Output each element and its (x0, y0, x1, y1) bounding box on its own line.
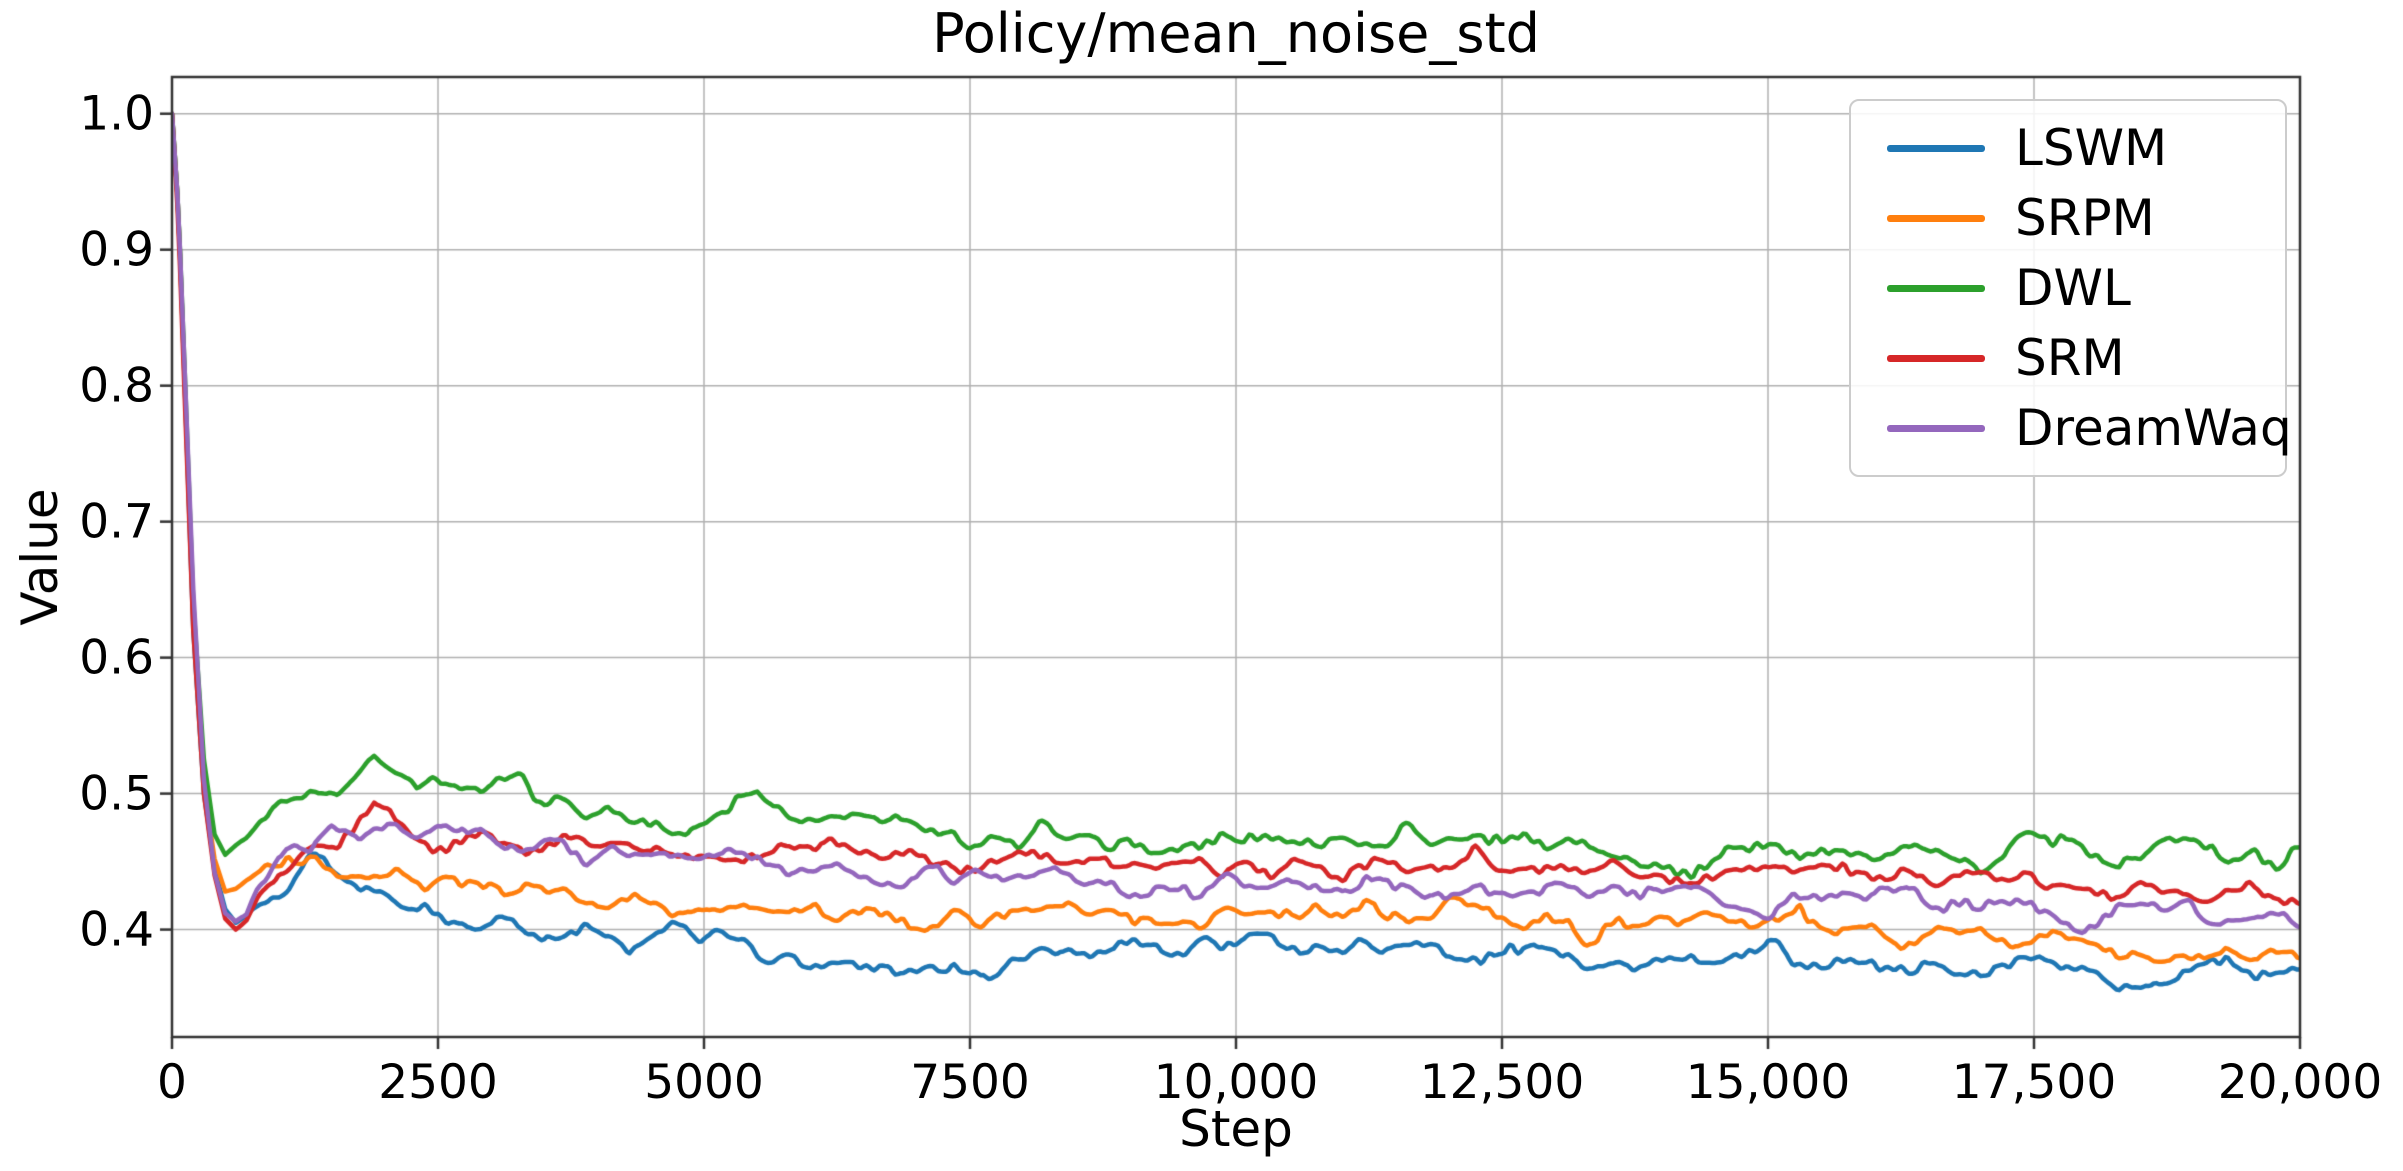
legend-item-dwl: DWL (1851, 253, 2285, 323)
y-tick-label: 1.0 (79, 86, 154, 142)
legend-item-dreamwaq: DreamWaq (1851, 393, 2292, 463)
y-tick-label: 0.4 (79, 902, 154, 958)
x-axis-label: Step (1179, 1100, 1293, 1158)
x-tick-label: 5000 (644, 1055, 764, 1110)
x-tick-label: 7500 (910, 1055, 1030, 1110)
legend-label: SRM (2015, 329, 2125, 387)
y-tick-label: 0.5 (79, 766, 154, 822)
legend-line-swatch (1887, 284, 1985, 292)
legend-item-lswm: LSWM (1851, 113, 2285, 183)
legend-line-swatch (1887, 354, 1985, 362)
y-tick-label: 0.6 (79, 630, 154, 686)
y-axis-label: Value (11, 488, 69, 626)
chart-title: Policy/mean_noise_std (932, 2, 1540, 65)
legend-line-swatch (1887, 424, 1985, 432)
x-tick-label: 2500 (378, 1055, 498, 1110)
y-tick-label: 0.7 (79, 494, 154, 550)
legend-label: SRPM (2015, 189, 2155, 247)
legend-line-swatch (1887, 214, 1985, 222)
x-tick-label: 0 (157, 1055, 187, 1110)
x-tick-label: 12,500 (1419, 1055, 1585, 1110)
legend-label: DWL (2015, 259, 2131, 317)
y-tick-label: 0.9 (79, 222, 154, 278)
y-tick-label: 0.8 (79, 358, 154, 414)
x-tick-label: 17,500 (1951, 1055, 2117, 1110)
legend-item-srm: SRM (1851, 323, 2285, 393)
x-tick-label: 10,000 (1153, 1055, 1319, 1110)
legend-label: LSWM (2015, 119, 2168, 177)
legend-label: DreamWaq (2015, 399, 2292, 457)
legend: LSWM SRPM DWL SRM DreamWaq (1849, 99, 2292, 477)
x-tick-label: 15,000 (1685, 1055, 1851, 1110)
x-tick-label: 20,000 (2217, 1055, 2383, 1110)
legend-item-srpm: SRPM (1851, 183, 2285, 253)
legend-line-swatch (1887, 144, 1985, 152)
